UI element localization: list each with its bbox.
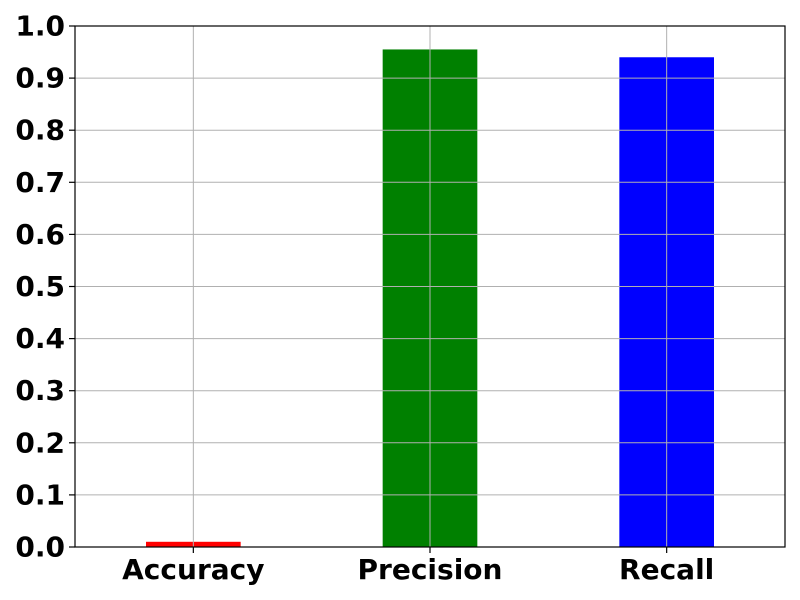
- y-tick-label: 0.2: [15, 426, 65, 459]
- y-tick-label: 0.5: [15, 270, 65, 303]
- x-tick-labels: Accuracy Precision Recall: [122, 553, 714, 586]
- y-tick-label: 0.3: [15, 374, 65, 407]
- y-tick-label: 0.1: [15, 478, 65, 511]
- tick-layer: [69, 26, 667, 553]
- y-tick-labels: 0.0 0.1 0.2 0.3 0.4 0.5 0.6 0.7 0.8 0.9 1.0: [15, 10, 65, 564]
- y-tick-label: 0.7: [15, 166, 65, 199]
- x-tick-label: Precision: [358, 553, 503, 586]
- x-tick-label: Recall: [619, 553, 714, 586]
- y-tick-label: 0.0: [15, 531, 65, 564]
- x-tick-label: Accuracy: [122, 553, 264, 586]
- y-tick-label: 1.0: [15, 10, 65, 43]
- y-tick-label: 0.9: [15, 62, 65, 95]
- y-tick-label: 0.8: [15, 114, 65, 147]
- y-tick-label: 0.4: [15, 322, 65, 355]
- y-tick-label: 0.6: [15, 218, 65, 251]
